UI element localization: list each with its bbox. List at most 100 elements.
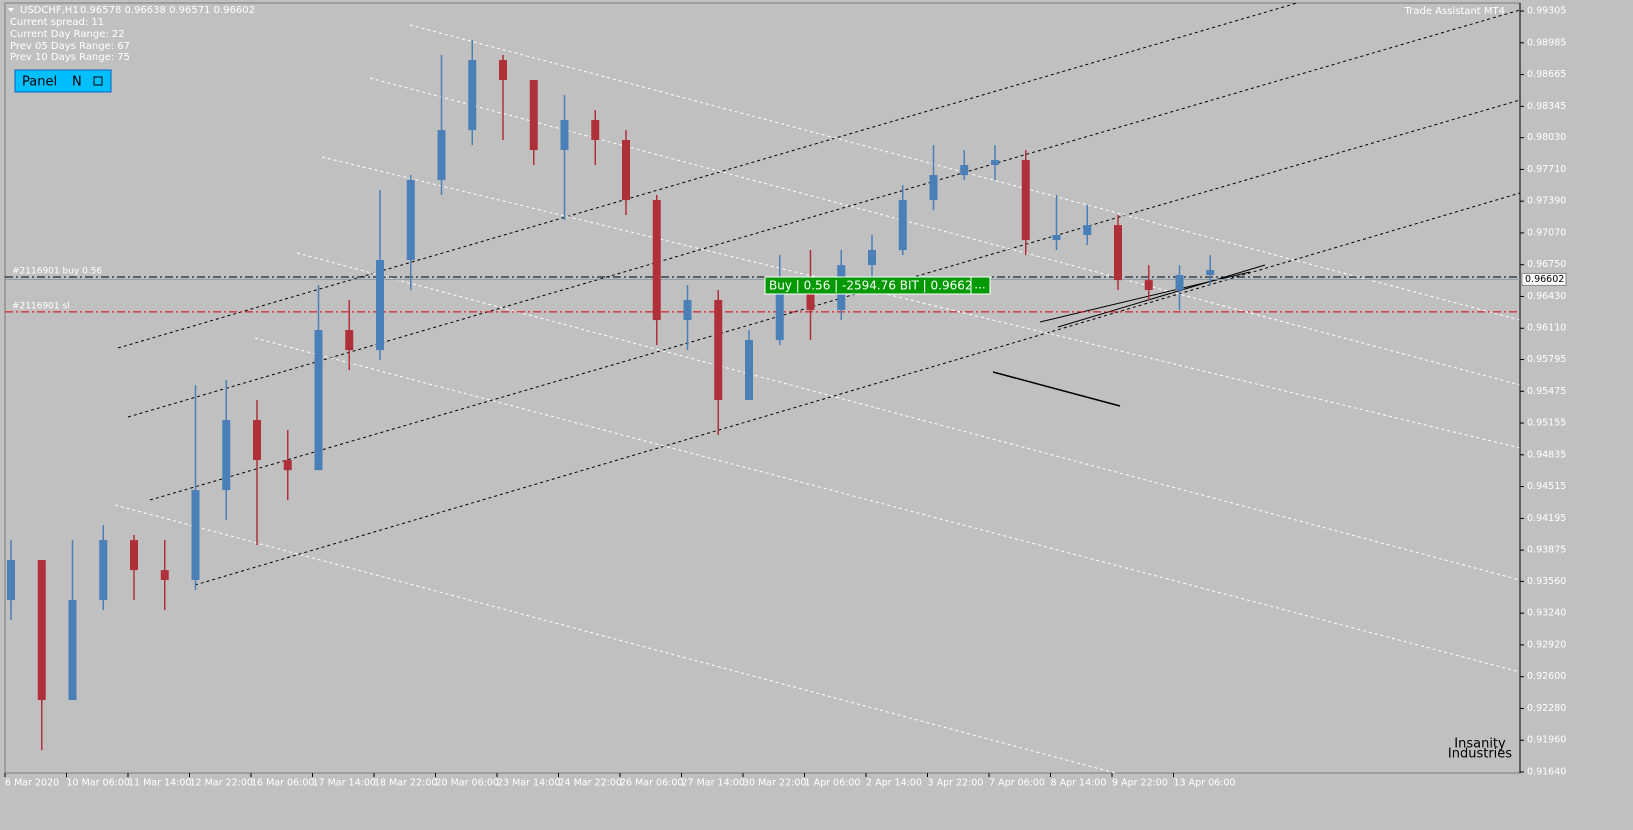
candle-body bbox=[191, 490, 200, 581]
y-tick-label: 0.95795 bbox=[1527, 354, 1566, 365]
candle-body bbox=[283, 460, 292, 471]
price-marks: 0.99305 0.98985 0.98665 0.98345 0.98030 0.977… bbox=[4, 3, 1567, 789]
candle-body bbox=[898, 200, 907, 251]
x-tick-label: 24 Mar 22:00 bbox=[559, 778, 622, 789]
y-tick-label: 0.97710 bbox=[1527, 164, 1566, 175]
candle-body bbox=[99, 540, 108, 601]
candle-body bbox=[1052, 235, 1061, 241]
candle-body bbox=[683, 300, 692, 321]
menu-arrow bbox=[8, 8, 14, 12]
order-more[interactable] bbox=[970, 276, 991, 295]
x-tick-label: 13 Apr 06:00 bbox=[1174, 778, 1236, 789]
y-tick-label: 0.93240 bbox=[1527, 608, 1566, 619]
trend-line bbox=[321, 156, 1521, 449]
y-tick-label: 0.91640 bbox=[1527, 767, 1566, 778]
order-more-text[interactable]: ... bbox=[974, 278, 985, 292]
bid-box bbox=[1521, 272, 1567, 286]
x-tick-label: 8 Apr 14:00 bbox=[1051, 778, 1107, 789]
panel-n[interactable]: N bbox=[72, 75, 82, 90]
trend-line bbox=[127, 9, 1521, 418]
y-tick-label: 0.99305 bbox=[1527, 6, 1566, 17]
candle-body bbox=[560, 120, 569, 151]
order-box-text[interactable]: Buy | 0.56 | -2594.76 BIT | 0.96626 bbox=[769, 279, 980, 293]
y-tick-label: 0.96750 bbox=[1527, 259, 1566, 270]
overlay: USDCHF,H1 0.96578 0.96638 0.96571 0.9660… bbox=[8, 5, 1512, 762]
info-line: Prev 05 Days Range: 67 bbox=[10, 41, 130, 52]
x-tick-label: 17 Mar 14:00 bbox=[313, 778, 376, 789]
candle-body bbox=[622, 140, 630, 201]
watermark: Industries bbox=[1448, 747, 1512, 762]
candle-body bbox=[991, 160, 999, 166]
bid-label: 0.96602 bbox=[1525, 274, 1564, 285]
candle-body bbox=[314, 330, 323, 471]
trend-line bbox=[254, 337, 1521, 673]
y-tick-label: 0.96110 bbox=[1527, 323, 1566, 334]
trend-line bbox=[194, 192, 1521, 586]
panel-icon[interactable] bbox=[93, 76, 103, 86]
candle-body bbox=[745, 340, 753, 401]
candle-body bbox=[960, 165, 969, 176]
info-line: Current Day Range: 22 bbox=[10, 29, 125, 40]
candle-body bbox=[130, 540, 138, 571]
y-tick-label: 0.98665 bbox=[1527, 69, 1566, 80]
x-tick-label: 9 Apr 22:00 bbox=[1112, 778, 1168, 789]
candle-body bbox=[68, 600, 77, 701]
y-tick-label: 0.91960 bbox=[1527, 735, 1566, 746]
trend-line bbox=[1039, 271, 1251, 323]
y-tick-label: 0.96430 bbox=[1527, 291, 1566, 302]
watermark: Insanity bbox=[1454, 737, 1506, 752]
y-tick-label: 0.92280 bbox=[1527, 703, 1566, 714]
y-tick-label: 0.94195 bbox=[1527, 513, 1566, 524]
symbol: USDCHF,H1 bbox=[20, 5, 79, 16]
x-tick-label: 18 Mar 22:00 bbox=[374, 778, 437, 789]
y-tick-label: 0.92920 bbox=[1527, 639, 1566, 650]
candle-body bbox=[160, 570, 169, 581]
trade-assistant: Trade Assistant MT4 bbox=[1404, 6, 1505, 17]
x-tick-label: 20 Mar 06:00 bbox=[436, 778, 499, 789]
trend-line bbox=[1057, 264, 1266, 328]
y-tick-label: 0.97070 bbox=[1527, 227, 1566, 238]
candle-body bbox=[253, 420, 261, 461]
candle-body bbox=[1144, 280, 1153, 291]
candle-body bbox=[1206, 270, 1215, 276]
x-tick-label: 12 Mar 22:00 bbox=[190, 778, 253, 789]
trend-line bbox=[992, 371, 1121, 407]
y-tick-label: 0.95155 bbox=[1527, 418, 1566, 429]
candle-body bbox=[468, 60, 477, 131]
panel-button[interactable] bbox=[14, 69, 112, 93]
x-tick-label: 2 Apr 14:00 bbox=[866, 778, 922, 789]
panel-title[interactable]: Panel bbox=[22, 75, 57, 90]
y-tick-label: 0.95475 bbox=[1527, 386, 1566, 397]
candle-body bbox=[652, 200, 661, 321]
trend-line bbox=[149, 99, 1521, 501]
y-tick-label: 0.97390 bbox=[1527, 196, 1566, 207]
sl-label: #2116901 sl bbox=[12, 302, 70, 312]
quote: 0.96578 0.96638 0.96571 0.96602 bbox=[80, 5, 255, 16]
y-tick-label: 0.94835 bbox=[1527, 449, 1566, 460]
y-tick-label: 0.98030 bbox=[1527, 132, 1566, 143]
y-tick-label: 0.92600 bbox=[1527, 671, 1566, 682]
candle-body bbox=[1114, 225, 1122, 281]
candle-body bbox=[222, 420, 231, 491]
plot-frame bbox=[4, 2, 1521, 774]
x-tick-label: 1 Apr 06:00 bbox=[805, 778, 861, 789]
info-line: Current spread: 11 bbox=[10, 17, 104, 28]
y-tick-label: 0.98985 bbox=[1527, 37, 1566, 48]
x-tick-label: 26 Mar 06:00 bbox=[620, 778, 683, 789]
y-tick-label: 0.93875 bbox=[1527, 545, 1566, 556]
x-tick-label: 6 Mar 2020 bbox=[5, 778, 59, 789]
candle-body bbox=[775, 290, 784, 341]
candle-body bbox=[7, 560, 15, 601]
y-tick-label: 0.98345 bbox=[1527, 101, 1566, 112]
candle-body bbox=[529, 80, 538, 151]
x-tick-label: 27 Mar 14:00 bbox=[682, 778, 745, 789]
x-tick-label: 11 Mar 14:00 bbox=[128, 778, 191, 789]
candle-body bbox=[499, 60, 507, 81]
x-tick-label: 3 Apr 22:00 bbox=[928, 778, 984, 789]
candle-body bbox=[437, 130, 446, 181]
candle-body bbox=[1083, 225, 1092, 236]
x-tick-label: 30 Mar 22:00 bbox=[743, 778, 806, 789]
x-tick-label: 10 Mar 06:00 bbox=[67, 778, 130, 789]
